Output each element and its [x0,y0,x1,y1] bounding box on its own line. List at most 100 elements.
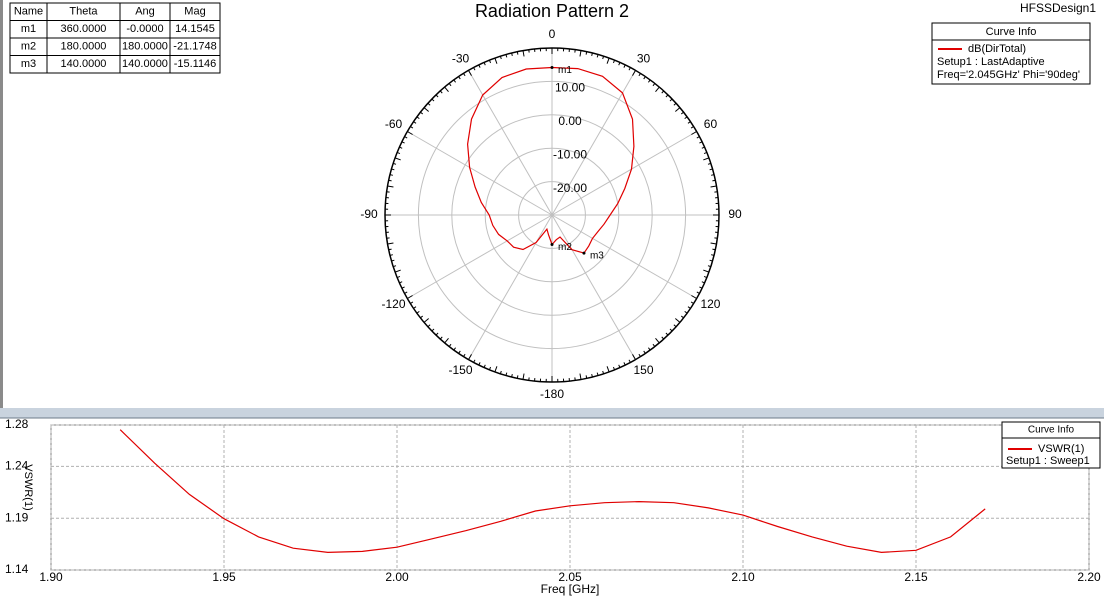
outer-tick [638,73,641,77]
outer-tick [710,242,717,245]
legend-box [931,22,1091,85]
legend-box [1001,421,1101,469]
ring-label: -20.00 [553,181,587,195]
left-edge [0,0,3,410]
angle-label: 0 [549,27,556,41]
outer-tick [655,338,660,344]
outer-tick [680,315,684,319]
outer-tick [488,366,492,371]
outer-tick [394,157,401,161]
outer-tick [618,364,621,368]
table-cell: -0.0000 [126,23,163,35]
outer-tick [431,98,435,102]
table-header: Ang [135,6,155,18]
outer-tick [606,366,610,373]
legend-title: Curve Info [1028,425,1075,436]
outer-tick [488,59,492,64]
legend-name: VSWR(1) [1038,443,1084,455]
marker-point [550,66,554,70]
outer-tick [612,59,616,64]
outer-tick [516,51,519,55]
x-tick-label: 2.15 [904,570,928,584]
outer-tick [499,56,502,60]
x-tick-label: 1.90 [39,570,63,584]
outer-tick [494,366,498,373]
outer-tick [458,350,461,354]
outer-tick [606,57,610,64]
outer-tick [687,306,691,309]
grid-spoke [551,70,636,216]
marker-label: m3 [590,251,604,262]
y-tick-label: 1.24 [5,459,29,473]
outer-tick [712,248,716,251]
outer-tick [669,98,673,102]
outer-tick [647,347,651,351]
ring-label: 0.00 [558,114,582,128]
outer-tick [431,328,435,332]
outer-tick [435,332,439,336]
outer-tick [473,67,476,71]
outer-tick [389,174,393,176]
outer-tick [675,318,681,323]
outer-tick [665,332,669,336]
outer-tick [458,76,461,80]
outer-tick [711,174,715,176]
outer-tick [413,306,417,309]
angle-label: -30 [452,51,470,65]
angle-label: -180 [540,387,564,401]
outer-tick [453,79,457,83]
splitter [0,408,1104,418]
outer-tick [388,179,392,182]
outer-tick [669,328,673,332]
table-cell: 14.1545 [175,23,215,35]
marker-label: m2 [558,242,572,253]
angle-label: -150 [448,363,472,377]
table-cell: 360.0000 [61,23,107,35]
outer-tick [407,131,413,135]
angle-label: 90 [728,207,742,221]
table-cell: m1 [21,23,36,35]
outer-tick [591,374,593,378]
outer-tick [701,146,705,149]
outer-tick [396,275,401,279]
outer-tick [478,64,481,68]
outer-tick [710,185,717,188]
outer-tick [684,116,688,120]
legend-setup: Setup1 : Sweep1 [1006,455,1090,467]
outer-tick [623,64,626,68]
table-cell: 180.0000 [122,41,168,53]
outer-tick [439,90,443,94]
chart-title: Radiation Pattern 2 [475,1,629,21]
outer-tick [391,259,395,262]
grid-spoke [407,131,553,216]
outer-tick [707,162,711,165]
outer-tick [427,102,431,106]
outer-tick [696,291,700,294]
outer-tick [407,295,413,299]
outer-tick [709,259,713,262]
outer-tick [647,79,651,83]
outer-tick [602,370,605,374]
outer-tick [652,343,656,347]
x-axis-label: Freq [GHz] [541,582,600,596]
outer-tick [505,54,508,58]
outer-tick [579,373,582,380]
outer-tick [703,275,708,279]
outer-tick [478,362,481,366]
outer-tick [596,372,599,376]
outer-tick [423,318,429,323]
y-tick-label: 1.14 [5,562,29,576]
outer-tick [483,364,486,368]
outer-tick [396,151,401,155]
x-tick-label: 2.05 [558,570,582,584]
outer-tick [387,185,394,188]
outer-tick [680,111,684,115]
outer-tick [448,83,452,87]
table-header: Name [14,6,43,18]
outer-tick [427,324,431,328]
table-cell: 140.0000 [61,58,107,70]
outer-tick [416,310,420,314]
outer-tick [703,151,708,155]
marker-label: m1 [558,65,572,76]
